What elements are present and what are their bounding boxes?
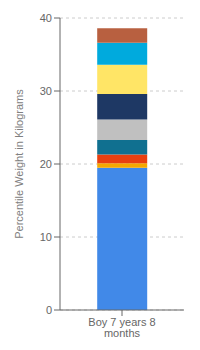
svg-text:0: 0 [46, 304, 52, 316]
svg-text:Percentile Weight in Kilograms: Percentile Weight in Kilograms [13, 89, 25, 239]
svg-text:30: 30 [40, 85, 52, 97]
svg-text:40: 40 [40, 12, 52, 24]
svg-text:10: 10 [40, 231, 52, 243]
svg-text:Boy 7 years 8months: Boy 7 years 8months [88, 316, 155, 339]
svg-text:20: 20 [40, 158, 52, 170]
